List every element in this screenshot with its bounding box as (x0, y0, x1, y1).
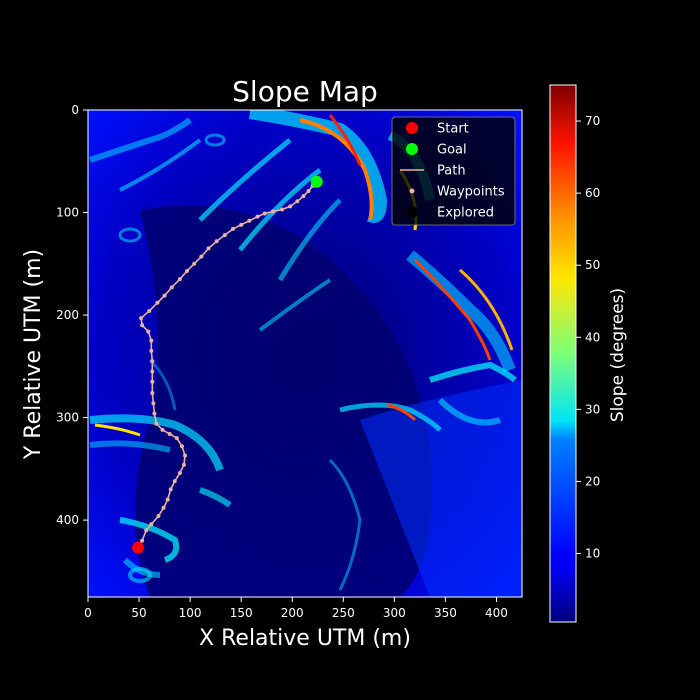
colorbar-tick-label: 70 (585, 114, 600, 128)
x-tick-label: 350 (434, 606, 457, 620)
waypoint-marker (168, 487, 173, 492)
waypoint-marker (214, 239, 219, 244)
x-tick-label: 400 (485, 606, 508, 620)
waypoint-marker (306, 188, 311, 193)
waypoint-marker (160, 427, 165, 432)
legend-swatch (409, 188, 415, 194)
waypoint-marker (177, 277, 182, 282)
y-tick-label: 0 (71, 103, 79, 117)
colorbar-tick-label: 30 (585, 402, 600, 416)
waypoint-marker (288, 204, 293, 209)
x-tick-label: 50 (131, 606, 146, 620)
colorbar-tick-label: 10 (585, 547, 600, 561)
waypoint-marker (222, 233, 227, 238)
waypoint-marker (165, 497, 170, 502)
colorbar-gradient (549, 84, 577, 623)
x-tick-label: 250 (332, 606, 355, 620)
waypoint-marker (301, 194, 306, 199)
waypoint-marker (295, 199, 300, 204)
waypoint-marker (150, 390, 155, 395)
waypoint-marker (262, 211, 267, 216)
waypoint-marker (146, 329, 151, 334)
waypoint-marker (270, 209, 275, 214)
legend-swatch (406, 122, 418, 134)
x-tick-label: 100 (179, 606, 202, 620)
colorbar-tick-label: 40 (585, 330, 600, 344)
waypoint-marker (156, 514, 161, 519)
start-marker (132, 541, 145, 554)
waypoint-marker (162, 293, 167, 298)
waypoint-marker (167, 431, 172, 436)
legend-box (391, 116, 516, 226)
waypoint-marker (144, 528, 149, 533)
waypoint-marker (239, 222, 244, 227)
waypoint-marker (154, 421, 159, 426)
colorbar-tick-label: 60 (585, 186, 600, 200)
waypoint-marker (149, 522, 154, 527)
colorbar-tick-label: 50 (585, 258, 600, 272)
plot-frame (87, 109, 523, 598)
waypoint-marker (140, 323, 145, 328)
x-tick-label: 300 (383, 606, 406, 620)
waypoint-marker (169, 285, 174, 290)
y-tick-label: 300 (56, 411, 79, 425)
waypoint-marker (179, 444, 184, 449)
path-line (137, 181, 318, 549)
waypoint-marker (155, 300, 160, 305)
waypoint-marker (177, 470, 182, 475)
waypoint-marker (206, 246, 211, 251)
colorbar-label: Slope (degrees) (608, 288, 628, 422)
legend-swatch (406, 143, 418, 155)
waypoint-marker (181, 462, 186, 467)
waypoint-marker (247, 218, 252, 223)
waypoint-marker (192, 261, 197, 266)
legend-label: Path (437, 164, 466, 179)
chart-title: Slope Map (232, 75, 378, 108)
waypoint-marker (139, 316, 144, 321)
x-axis-label: X Relative UTM (m) (199, 626, 411, 651)
x-tick-label: 0 (84, 606, 92, 620)
waypoint-marker (185, 268, 190, 273)
waypoint-marker (150, 379, 155, 384)
waypoint-marker (152, 411, 157, 416)
goal-marker (310, 175, 323, 188)
x-tick-label: 150 (230, 606, 253, 620)
waypoint-marker (280, 207, 285, 212)
waypoint-marker (172, 479, 177, 484)
waypoint-marker (147, 308, 152, 313)
legend-label: Goal (437, 143, 467, 158)
legend-label: Start (437, 122, 469, 137)
x-tick-label: 200 (281, 606, 304, 620)
legend-swatch (406, 206, 418, 218)
colorbar: 10 20 30 40 50 60 70 Slope (degrees) (549, 84, 628, 623)
waypoint-marker (150, 369, 155, 374)
waypoint-marker (255, 214, 260, 219)
y-tick-label: 100 (56, 206, 79, 220)
y-axis-label: Y Relative UTM (m) (21, 249, 46, 460)
waypoint-marker (174, 436, 179, 441)
waypoint-marker (149, 338, 154, 343)
colorbar-tick-label: 20 (585, 474, 600, 488)
waypoint-marker (199, 254, 204, 259)
waypoint-marker (151, 401, 156, 406)
waypoint-marker (183, 453, 188, 458)
legend: Start Goal Path Waypoints Explored (391, 116, 516, 226)
waypoint-marker (161, 505, 166, 510)
y-tick-label: 200 (56, 308, 79, 322)
waypoint-marker (150, 359, 155, 364)
y-tick-label: 400 (56, 513, 79, 527)
waypoint-marker (231, 226, 236, 231)
waypoint-marker (140, 538, 145, 543)
legend-label: Explored (437, 206, 494, 221)
legend-label: Waypoints (437, 185, 505, 200)
waypoint-marker (149, 348, 154, 353)
